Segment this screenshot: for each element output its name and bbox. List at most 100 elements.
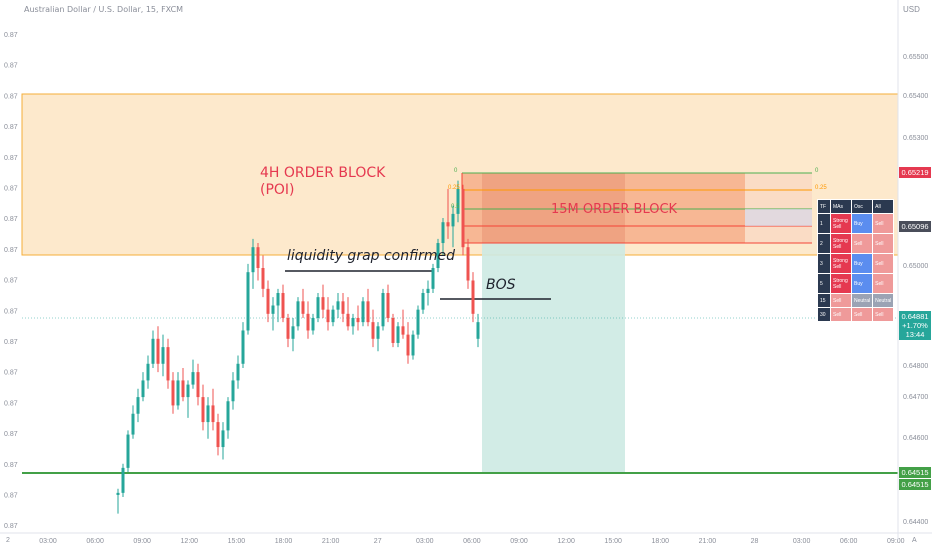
candle-body bbox=[311, 317, 315, 331]
candle-body bbox=[416, 309, 420, 335]
left-axis-label: 0.87 bbox=[4, 216, 18, 223]
right-price-axis: 0.65500 0.65400 0.65300 0.65000 0.64800 0.647… bbox=[903, 54, 928, 526]
left-axis-label: 0.87 bbox=[4, 370, 18, 377]
candle-body bbox=[336, 301, 340, 310]
candle-body bbox=[121, 467, 125, 493]
time-axis-label: 12:00 bbox=[557, 538, 575, 545]
candle-body bbox=[426, 288, 430, 293]
candle-body bbox=[136, 397, 140, 414]
row-all: Sell bbox=[872, 213, 895, 234]
left-axis-label: 0.87 bbox=[4, 462, 18, 469]
order-block-4h-title: 4H ORDER BLOCK bbox=[260, 165, 386, 181]
left-axis-label: 0.87 bbox=[4, 400, 18, 407]
candle-body bbox=[256, 247, 260, 269]
row-all: Sell bbox=[872, 307, 895, 322]
right-axis-label: 0.64800 bbox=[903, 363, 928, 370]
candle-body bbox=[116, 492, 120, 495]
left-axis-label: 0.87 bbox=[4, 308, 18, 315]
candlestick-series bbox=[116, 180, 480, 514]
row-osc: Buy bbox=[850, 253, 874, 274]
left-axis-label: 0.87 bbox=[4, 339, 18, 346]
candle-body bbox=[421, 293, 425, 310]
row-all: Sell bbox=[872, 273, 895, 294]
scale-settings[interactable]: 2 bbox=[6, 537, 10, 544]
candle-body bbox=[376, 326, 380, 339]
table-row: 1 Strong Sell Buy Sell bbox=[817, 213, 895, 234]
left-axis-label: 0.87 bbox=[4, 124, 18, 131]
candle-body bbox=[326, 309, 330, 323]
signal-table: TF MAs Osc All 1 Strong Sell Buy Sell 2 … bbox=[817, 199, 895, 322]
header-tf: TF bbox=[817, 199, 831, 214]
candle-body bbox=[271, 305, 275, 314]
table-row: 5 Strong Sell Buy Sell bbox=[817, 273, 895, 294]
candle-body bbox=[321, 297, 325, 310]
candle-body bbox=[331, 309, 335, 323]
candle-body bbox=[441, 222, 445, 244]
time-axis-label: 12:00 bbox=[181, 538, 199, 545]
candle-body bbox=[371, 322, 375, 339]
fib-label-025-left: 0.25 bbox=[448, 185, 460, 191]
candle-body bbox=[471, 280, 475, 314]
time-axis-label: 06:00 bbox=[840, 538, 858, 545]
candle-body bbox=[476, 322, 480, 339]
row-mas: Strong Sell bbox=[830, 253, 852, 274]
price-tag-gray: 0.65096 bbox=[899, 221, 931, 232]
candle-body bbox=[286, 317, 290, 339]
candle-body bbox=[386, 293, 390, 318]
candle-body bbox=[316, 297, 320, 318]
candle-body bbox=[276, 293, 280, 306]
candle-body bbox=[291, 326, 295, 339]
left-axis-label: 0.87 bbox=[4, 493, 18, 500]
order-block-15m-extension[interactable] bbox=[745, 173, 812, 243]
price-tag-support-2: 0.64515 bbox=[899, 479, 931, 490]
left-axis-label: 0.87 bbox=[4, 278, 18, 285]
auto-scale-button[interactable]: A bbox=[912, 537, 917, 544]
row-tf: 30 bbox=[817, 307, 831, 322]
order-block-15m-overlap bbox=[482, 173, 625, 243]
candle-body bbox=[166, 347, 170, 381]
candle-body bbox=[236, 363, 240, 381]
candle-body bbox=[151, 338, 155, 364]
time-axis-label: 21:00 bbox=[699, 538, 717, 545]
candle-body bbox=[296, 301, 300, 327]
candle-body bbox=[266, 288, 270, 314]
order-block-4h-subtitle: (POI) bbox=[260, 182, 295, 198]
candle-body bbox=[436, 243, 440, 269]
row-mas: Sell bbox=[830, 293, 852, 308]
order-block-15m-label: 15M ORDER BLOCK bbox=[551, 202, 678, 217]
candle-body bbox=[411, 334, 415, 356]
time-axis-label: 28 bbox=[751, 538, 759, 545]
candle-body bbox=[406, 334, 410, 356]
candle-body bbox=[196, 372, 200, 398]
candle-body bbox=[146, 363, 150, 381]
time-axis: 03:00 06:00 09:00 12:00 15:00 18:00 21:00 27 03:… bbox=[39, 538, 904, 545]
row-tf: 5 bbox=[817, 273, 831, 294]
candle-body bbox=[361, 301, 365, 323]
candle-body bbox=[466, 247, 470, 281]
row-mas: Strong Sell bbox=[830, 273, 852, 294]
candle-body bbox=[141, 380, 145, 398]
target-zone[interactable] bbox=[482, 243, 625, 473]
candle-body bbox=[231, 380, 235, 402]
row-tf: 15 bbox=[817, 293, 831, 308]
candle-body bbox=[341, 301, 345, 314]
candle-body bbox=[241, 330, 245, 364]
table-row: 15 Sell Neutral Neutral bbox=[817, 293, 895, 308]
candle-body bbox=[301, 301, 305, 314]
time-axis-label: 18:00 bbox=[275, 538, 293, 545]
time-axis-label: 09:00 bbox=[510, 538, 528, 545]
table-row: 3 Strong Sell Buy Sell bbox=[817, 253, 895, 274]
time-axis-label: 15:00 bbox=[604, 538, 622, 545]
candle-body bbox=[226, 401, 230, 431]
symbol-title[interactable]: Australian Dollar / U.S. Dollar, 15, FXC… bbox=[24, 5, 184, 14]
right-axis-label: 0.64400 bbox=[903, 519, 928, 526]
order-block-15m-zone[interactable] bbox=[462, 173, 745, 243]
table-row: 30 Sell Sell Sell bbox=[817, 307, 895, 322]
left-axis-label: 0.87 bbox=[4, 32, 18, 39]
candle-body bbox=[171, 380, 175, 406]
left-axis-label: 0.87 bbox=[4, 186, 18, 193]
time-axis-label: 06:00 bbox=[86, 538, 104, 545]
fib-label-0-right: 0 bbox=[815, 168, 819, 174]
time-axis-label: 03:00 bbox=[39, 538, 57, 545]
